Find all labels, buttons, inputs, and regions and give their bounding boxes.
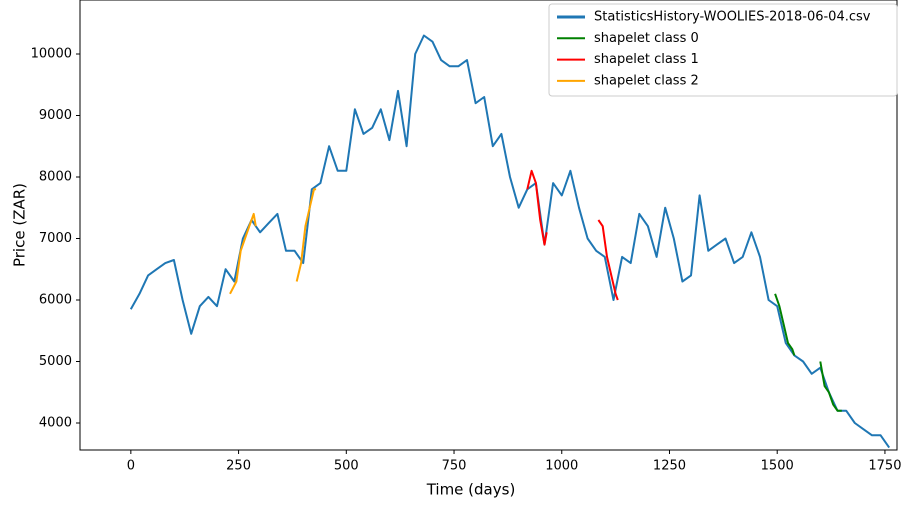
axes-frame [79,0,898,451]
x-tick-label: 1250 [653,459,686,474]
legend-label: shapelet class 2 [594,73,699,88]
y-axis-label: Price (ZAR) [11,183,29,267]
x-tick-label: 500 [334,459,359,474]
series-line [526,169,619,301]
x-tick-label: 1000 [545,459,578,474]
series-line [129,34,891,449]
legend-label: StatisticsHistory-WOOLIES-2018-06-04.csv [594,10,871,25]
x-tick-label: 1750 [868,459,901,474]
y-tick-label: 10000 [31,46,72,61]
y-tick-label: 7000 [39,231,72,246]
x-tick-label: 250 [226,459,251,474]
y-tick-label: 5000 [39,354,72,369]
x-tick-label: 0 [127,459,135,474]
legend-label: shapelet class 1 [594,52,699,67]
y-tick-label: 4000 [39,416,72,431]
y-tick-label: 9000 [39,108,72,123]
series-line [229,188,317,295]
x-tick-label: 750 [442,459,467,474]
legend-box [548,3,898,97]
y-tick-label: 8000 [39,169,72,184]
series-line [774,293,842,412]
x-axis-label: Time (days) [426,481,516,499]
y-tick-label: 6000 [39,293,72,308]
legend-label: shapelet class 0 [594,31,699,46]
x-tick-label: 1500 [761,459,794,474]
